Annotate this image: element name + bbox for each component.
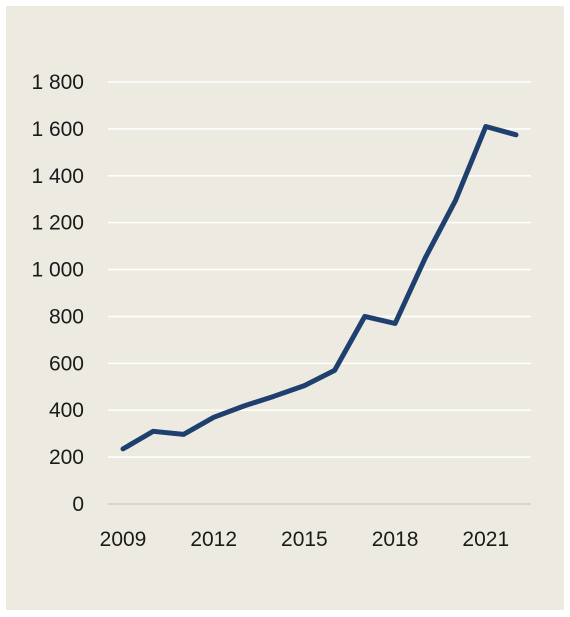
y-tick-label: 1 000 — [31, 259, 84, 282]
x-tick-label: 2015 — [281, 528, 328, 551]
y-tick-label: 800 — [49, 305, 84, 328]
gridlines — [108, 81, 531, 458]
y-tick-label: 1 600 — [31, 118, 84, 141]
x-tick-label: 2018 — [372, 528, 419, 551]
x-tick-label: 2009 — [100, 528, 147, 551]
y-tick-label: 200 — [49, 446, 84, 469]
y-tick-label: 0 — [72, 493, 84, 516]
y-tick-label: 1 400 — [31, 165, 84, 188]
y-tick-label: 600 — [49, 352, 84, 375]
x-axis-ticks: 2009 2012 2015 2018 2021 — [100, 528, 509, 551]
series-line-0 — [120, 124, 519, 452]
series-group — [120, 124, 519, 452]
y-tick-label: 400 — [49, 399, 84, 422]
y-tick-label: 1 800 — [31, 71, 84, 94]
chart-panel — [6, 6, 564, 610]
y-axis-ticks: 0 200 400 600 800 1 000 1 200 1 400 1 600 1 800 — [31, 71, 84, 516]
x-tick-label: 2021 — [462, 528, 509, 551]
x-tick-label: 2012 — [190, 528, 237, 551]
y-tick-label: 1 200 — [31, 212, 84, 235]
